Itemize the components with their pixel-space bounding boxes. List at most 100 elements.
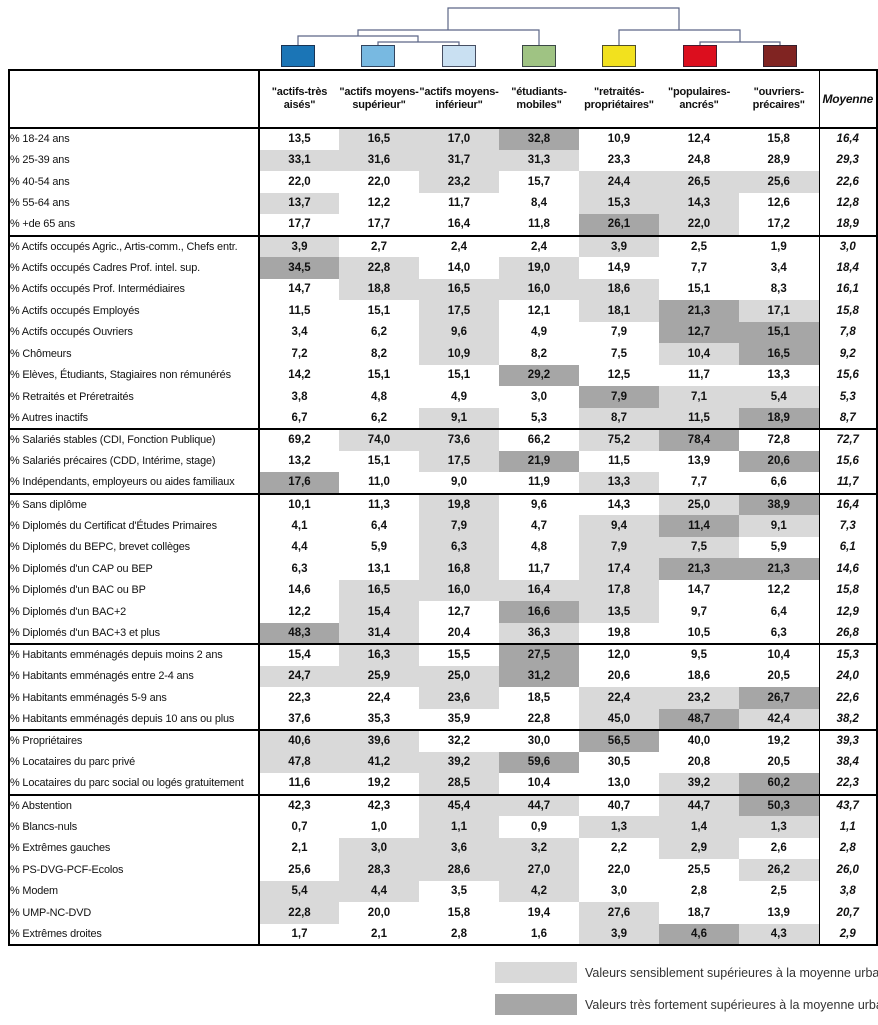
mean-cell: 18,4 [818,257,877,279]
value-cell: 7,7 [691,476,707,489]
value-cell: 4,4 [291,541,308,554]
value-cell: 4,3 [739,923,819,945]
value-cell: 25,6 [288,863,311,876]
mean-cell: 16,4 [818,127,877,150]
table-row: % Actifs occupés Cadres Prof. intel. sup… [9,257,877,279]
column-header: "populaires-ancrés" [659,70,739,129]
value-cell: 6,6 [770,476,787,489]
value-cell: 3,2 [499,837,579,859]
cluster-square-7 [763,45,797,67]
value-cell: 22,8 [527,712,551,725]
table-row: % PS-DVG-PCF-Ecolos 25,6 28,3 28,6 27,0 22,0 2… [9,859,877,881]
value-cell: 22,0 [607,863,631,876]
value-cell: 35,3 [367,712,391,725]
value-cell: 19,2 [367,777,391,790]
value-cell: 13,0 [607,777,631,790]
mean-cell: 6,1 [818,536,877,558]
value-cell: 13,9 [767,906,790,919]
value-cell: 12,6 [767,197,790,210]
mean-cell: 5,3 [818,386,877,408]
value-cell: 31,6 [339,149,419,171]
value-cell: 26,2 [739,859,819,881]
dendrogram-links [297,7,781,45]
value-cell: 18,9 [739,407,819,429]
value-cell: 30,5 [607,756,631,769]
table-row: % Habitants emménagés depuis moins 2 ans… [9,643,877,666]
row-label: % Diplomés d'un BAC ou BP [9,579,260,601]
table-row: % 25-39 ans 33,1 31,6 31,7 31,3 23,3 24,8 28,9 2… [9,149,877,171]
table-row: % Actifs occupés Prof. Intermédiaires 14,… [9,278,877,300]
value-cell: 1,3 [579,816,659,838]
table-row: % Extrêmes droites 1,7 2,1 2,8 1,6 3,9 4,6 4,3 2… [9,923,877,945]
value-cell: 4,6 [659,923,739,945]
value-cell: 16,5 [339,579,419,601]
mean-cell: 3,0 [818,234,877,257]
cluster-profile-table: "actifs-très aisés" "actifs moyens-supéri… [8,69,878,946]
row-label: % Autres inactifs [9,407,260,429]
mean-cell: 8,7 [818,407,877,429]
column-header: "actifs moyens-supérieur" [339,70,419,129]
value-cell: 16,5 [339,127,419,150]
value-cell: 6,3 [419,536,499,558]
table-row: % Actifs occupés Employés 11,5 15,1 17,5 12,… [9,300,877,322]
value-cell: 11,5 [659,407,739,429]
value-cell: 26,1 [579,214,659,236]
value-cell: 2,4 [499,234,579,257]
value-cell: 2,8 [451,927,467,940]
value-cell: 12,2 [367,197,391,210]
value-cell: 3,9 [579,234,659,257]
mean-cell: 15,6 [818,450,877,472]
value-cell: 9,6 [499,492,579,515]
row-label: % Sans diplôme [9,492,260,515]
value-cell: 13,5 [259,127,339,150]
value-cell: 22,0 [288,175,311,188]
legend-label-light: Valeurs sensiblement supérieures à la mo… [585,965,878,980]
value-cell: 40,0 [659,729,739,752]
table-row: % Locataires du parc privé 47,8 41,2 39,2 59… [9,751,877,773]
value-cell: 31,4 [339,622,419,644]
cluster-square-2 [361,45,395,67]
value-cell: 4,9 [451,390,467,403]
mean-cell: 15,6 [818,364,877,386]
legend-swatch-light [495,962,577,983]
value-cell: 8,2 [531,347,547,360]
mean-cell: 22,3 [818,773,877,795]
value-cell: 3,0 [339,837,419,859]
value-cell: 17,0 [419,127,499,150]
value-cell: 39,2 [659,773,739,795]
value-cell: 15,7 [527,175,551,188]
value-cell: 28,5 [419,773,499,795]
value-cell: 78,4 [659,428,739,451]
value-cell: 42,3 [259,793,339,816]
mean-cell: 38,4 [818,751,877,773]
value-cell: 13,1 [367,562,391,575]
value-cell: 8,4 [531,197,547,210]
value-cell: 25,5 [687,863,711,876]
value-cell: 9,6 [419,321,499,343]
value-cell: 2,5 [659,234,739,257]
value-cell: 15,1 [687,283,711,296]
mean-cell: 43,7 [818,793,877,816]
value-cell: 28,9 [767,154,790,167]
row-label: % Actifs occupés Employés [9,300,260,322]
value-cell: 10,9 [419,343,499,365]
mean-cell: 72,7 [818,428,877,451]
table-row: % 40-54 ans 22,0 22,0 23,2 15,7 24,4 26,5 25,6 2… [9,171,877,193]
mean-column-header: Moyenne [818,70,877,129]
value-cell: 11,7 [448,197,470,210]
value-cell: 12,2 [767,584,790,597]
row-label: % Habitants emménagés depuis 10 ans ou p… [9,708,260,730]
value-cell: 4,9 [531,326,547,339]
value-cell: 4,1 [291,519,308,532]
value-cell: 5,9 [770,541,787,554]
value-cell: 17,5 [419,450,499,472]
table-row: % Diplomés d'un BAC+3 et plus 48,3 31,4 20,… [9,622,877,644]
value-cell: 19,2 [739,729,819,752]
value-cell: 6,7 [291,411,308,424]
value-cell: 7,9 [579,536,659,558]
value-cell: 39,2 [419,751,499,773]
value-cell: 8,7 [579,407,659,429]
value-cell: 6,3 [291,562,308,575]
value-cell: 3,9 [259,234,339,257]
value-cell: 22,4 [579,687,659,709]
